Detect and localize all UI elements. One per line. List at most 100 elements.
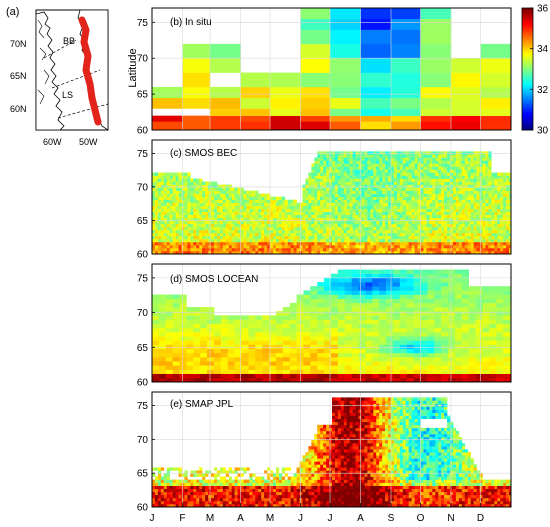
heatmap-cell [314,214,318,219]
heatmap-cell [476,181,480,185]
heatmap-cell [373,187,377,191]
heatmap-cell [258,211,262,216]
heatmap-cell [264,199,268,203]
heatmap-cell [426,235,430,240]
heatmap-cell [455,163,460,167]
heatmap-cell [311,220,315,225]
heatmap-cell [432,250,436,254]
heatmap-cell [450,166,454,170]
heatmap-cell [358,294,366,300]
heatmap-cell [470,232,474,237]
heatmap-cell [399,172,404,176]
heatmap-cell [320,163,324,167]
heatmap-cell [175,175,179,179]
heatmap-cell [420,226,424,231]
heatmap-cell [405,154,410,158]
heatmap-cell [205,199,209,203]
heatmap-cell [372,365,380,370]
heatmap-cell [450,199,454,203]
heatmap-cell [405,160,410,164]
heatmap-cell [344,282,352,287]
heatmap-cell [258,202,262,207]
heatmap-cell [376,154,380,158]
heatmap-cell [219,217,224,222]
heatmap-cell [337,302,346,308]
heatmap-cell [413,373,421,379]
heatmap-cell [399,190,404,194]
heatmap-cell [352,244,356,249]
heatmap-cell [396,175,401,179]
heatmap-cell [417,157,421,161]
heatmap-cell [343,226,348,231]
heatmap-cell [485,241,489,246]
heatmap-cell [352,214,356,219]
heatmap-cell [402,190,407,194]
heatmap-cell [458,184,463,188]
heatmap-cell [361,166,365,170]
heatmap-cell [178,503,182,507]
heatmap-cell [208,208,212,213]
heatmap-cell [420,58,452,73]
heatmap-cell [311,178,315,182]
heatmap-cell [323,235,327,240]
heatmap-cell [491,178,495,182]
heatmap-cell [406,365,414,370]
heatmap-cell [302,211,306,216]
heatmap-cell [314,157,318,161]
heatmap-cell [361,211,365,216]
heatmap-cell [399,202,404,207]
heatmap-cell [337,205,342,210]
heatmap-cell [396,190,401,194]
heatmap-cell [497,247,501,252]
heatmap-cell [455,199,460,203]
heatmap-cell [361,238,365,243]
heatmap-cell [506,172,510,176]
heatmap-cell [241,327,249,333]
heatmap-cell [152,229,156,234]
heatmap-cell [270,235,274,240]
heatmap-cell [152,307,160,312]
heatmap-cell [379,269,387,275]
heatmap-cell [261,217,265,222]
heatmap-cell [231,220,235,225]
heatmap-cell [205,241,209,246]
heatmap-cell [228,247,232,252]
heatmap-cell [414,184,418,188]
heatmap-cell [186,340,194,345]
heatmap-cell [364,166,368,170]
heatmap-cell [178,172,182,176]
heatmap-cell [468,298,476,304]
heatmap-cell [432,157,436,161]
heatmap-cell [379,193,383,197]
heatmap-cell [438,160,442,164]
heatmap-cell [211,196,215,200]
heatmap-cell [269,352,277,358]
heatmap-cell [293,220,297,225]
heatmap-cell [154,193,159,197]
heatmap-cell [278,214,283,219]
heatmap-cell [391,199,395,203]
heatmap-cell [282,365,290,370]
heatmap-cell [331,166,336,170]
heatmap-cell [379,319,387,324]
heatmap-cell [468,365,476,370]
heatmap-cell [211,205,215,210]
heatmap-cell [379,311,387,316]
heatmap-cell [240,121,271,130]
heatmap-cell [296,315,304,320]
heatmap-cell [163,500,168,505]
heatmap-cell [496,352,504,358]
heatmap-cell [413,332,421,337]
heatmap-cell [503,294,511,300]
heatmap-cell [408,250,412,254]
heatmap-cell [220,344,229,349]
heatmap-cell [296,377,304,382]
heatmap-cell [308,208,312,213]
heatmap-cell [308,244,312,249]
heatmap-cell [386,323,394,329]
heatmap-cell [281,208,286,213]
heatmap-cell [482,208,486,213]
heatmap-cell [382,247,386,252]
heatmap-cell [429,190,433,194]
heatmap-cell [166,199,171,203]
